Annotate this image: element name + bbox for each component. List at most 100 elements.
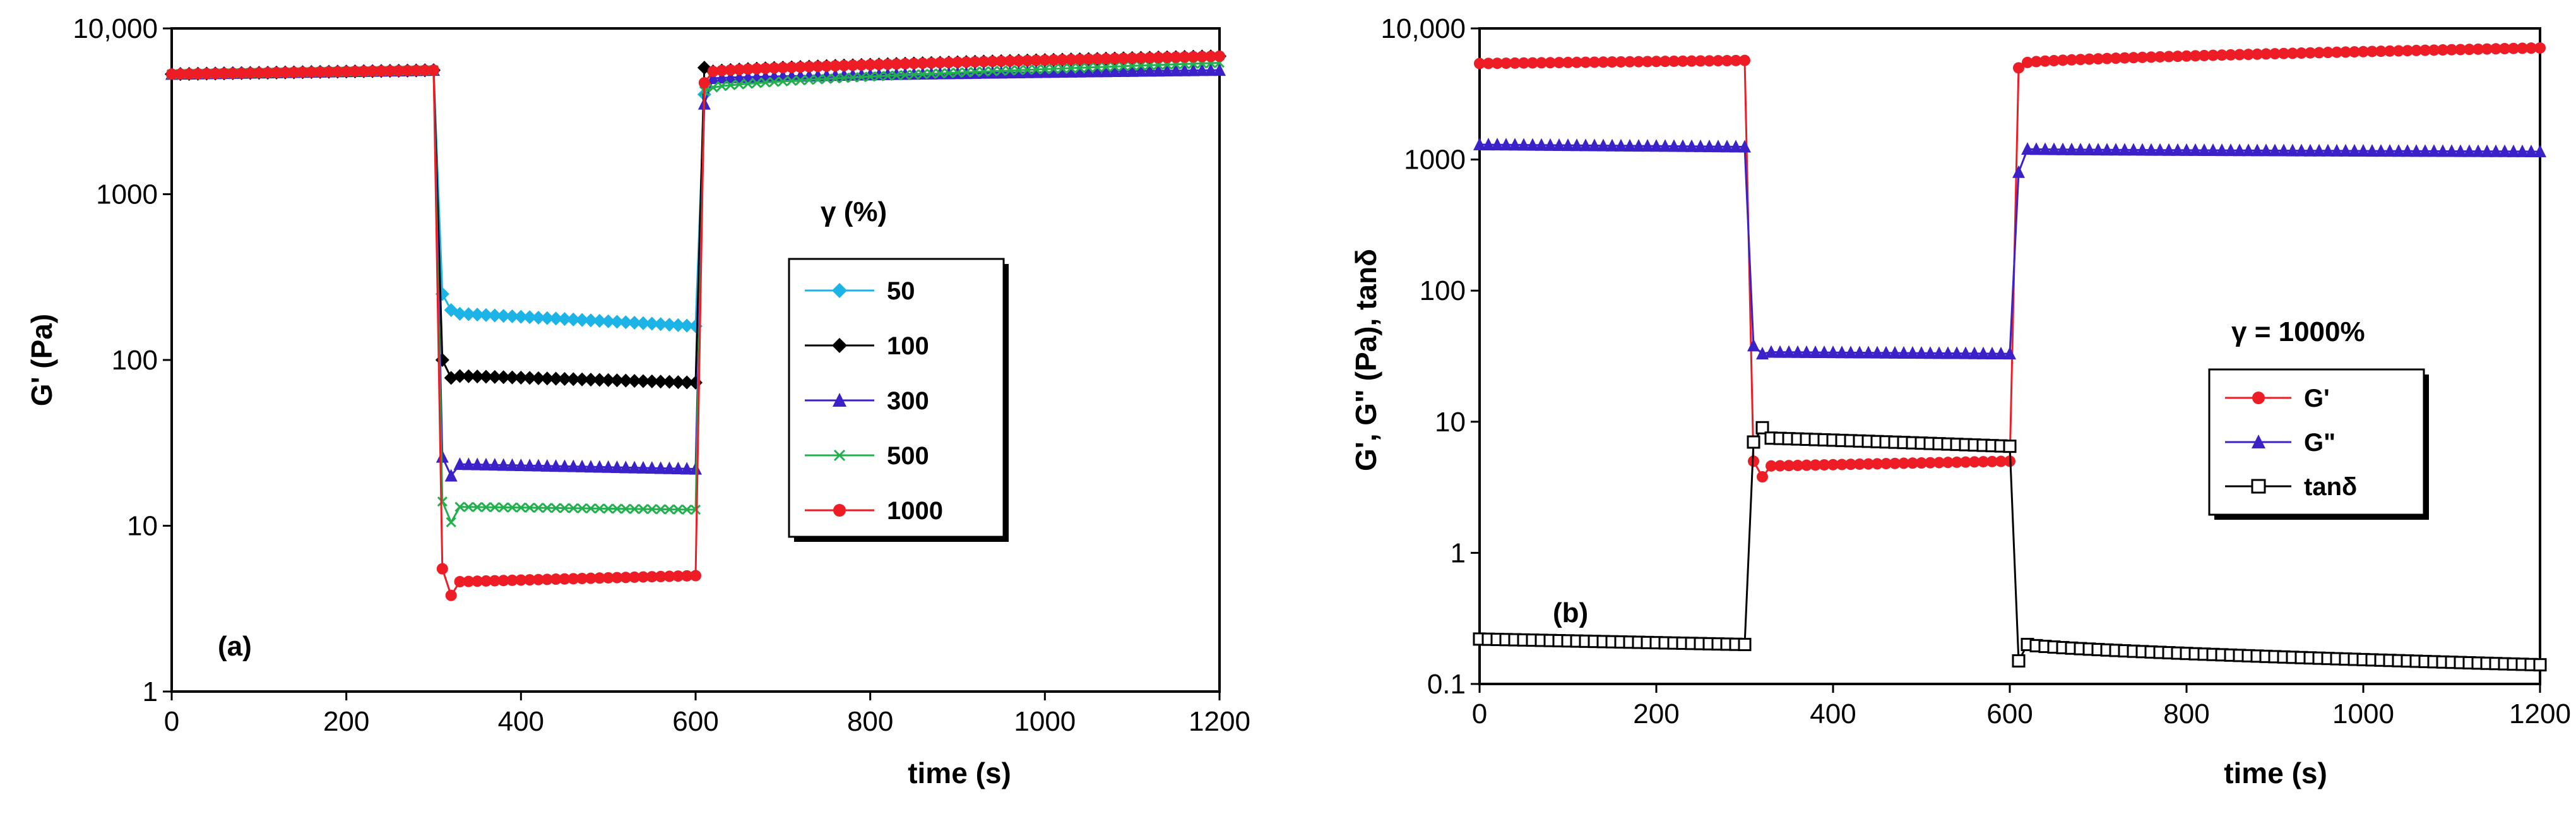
series-line-a-100 [171, 55, 1220, 384]
data-point-a-1000 [489, 575, 501, 587]
data-point-b-1 [2463, 144, 2476, 157]
data-point-a-500 [1065, 63, 1076, 73]
y-axis-label-b: G', G" (Pa), tanδ [1350, 249, 1382, 471]
data-point-a-500 [673, 504, 684, 515]
data-point-b-1 [2224, 143, 2237, 157]
data-point-a-1000 [253, 67, 265, 79]
data-point-b-0 [1571, 56, 1582, 68]
data-point-b-0 [2199, 49, 2210, 61]
data-point-a-500 [1101, 61, 1112, 72]
data-point-a-500 [978, 66, 989, 77]
data-point-b-0 [1562, 56, 1574, 68]
data-point-b-0 [1801, 459, 1812, 471]
data-point-b-1 [1915, 346, 1928, 359]
series-group-b [1473, 42, 2547, 672]
data-point-a-1000 [166, 68, 177, 80]
data-point-b-1 [1544, 138, 1557, 151]
data-point-a-1000 [847, 59, 858, 71]
data-point-a-500 [821, 73, 832, 84]
data-point-a-500 [533, 503, 544, 513]
data-point-a-50 [584, 313, 598, 328]
data-point-b-1 [1694, 139, 1707, 152]
data-point-a-500 [603, 503, 614, 514]
data-point-a-300 [619, 460, 632, 474]
legend-label-b-1: G" [2304, 429, 2336, 457]
data-point-a-300 [890, 67, 903, 80]
x-tick-label-a: 800 [847, 706, 893, 737]
data-point-b-2 [2003, 440, 2017, 453]
data-point-b-0 [2366, 45, 2378, 57]
data-point-a-500 [865, 71, 875, 82]
data-point-a-300 [480, 457, 492, 470]
data-point-b-1 [1765, 345, 1778, 358]
data-point-b-1 [1783, 345, 1795, 358]
data-point-b-1 [2481, 144, 2493, 157]
data-point-a-300 [593, 460, 606, 473]
data-point-a-50 [610, 315, 624, 329]
data-point-a-1000 [524, 574, 536, 586]
data-point-b-1 [1570, 138, 1583, 152]
data-point-a-100 [557, 371, 572, 386]
data-point-a-300 [610, 460, 624, 474]
data-point-a-500 [795, 75, 806, 86]
data-point-a-1000 [445, 589, 457, 601]
data-point-a-500 [542, 503, 552, 513]
data-point-b-0 [2084, 53, 2095, 65]
data-point-a-500 [830, 73, 841, 84]
data-point-b-0 [2260, 48, 2272, 60]
data-point-a-300 [471, 457, 484, 470]
data-point-b-1 [2048, 142, 2060, 155]
data-point-a-1000 [288, 66, 300, 78]
y-tick-label-b: 1000 [1404, 145, 1466, 176]
data-point-a-1000 [297, 66, 309, 78]
x-tick-label-b: 1000 [2332, 698, 2394, 729]
data-point-a-1000 [803, 61, 815, 73]
data-point-b-0 [1686, 55, 1697, 67]
data-point-b-1 [1853, 345, 1866, 359]
data-point-a-500 [682, 504, 692, 515]
data-point-a-1000 [1021, 54, 1033, 66]
data-point-b-0 [2464, 44, 2475, 56]
x-tick-label-a: 600 [672, 706, 718, 737]
data-point-b-0 [1598, 56, 1609, 68]
data-point-b-0 [2490, 43, 2502, 55]
data-point-b-1 [2410, 144, 2423, 157]
data-point-a-50 [575, 313, 590, 327]
data-point-a-50 [601, 314, 615, 328]
data-point-a-300 [1204, 63, 1218, 76]
data-point-a-1000 [1214, 50, 1225, 62]
y-tick-label-a: 10 [127, 511, 158, 542]
data-point-b-1 [1995, 347, 2007, 360]
data-point-a-50 [566, 312, 581, 327]
data-point-a-300 [881, 67, 894, 80]
data-point-a-1000 [279, 66, 291, 78]
data-point-b-0 [2154, 51, 2166, 63]
data-point-a-300 [1125, 64, 1139, 77]
data-point-a-300 [1056, 65, 1069, 78]
data-point-a-500 [646, 504, 657, 515]
data-point-b-1 [1668, 139, 1680, 152]
data-point-a-1000 [323, 66, 335, 78]
data-point-b-1 [2163, 143, 2175, 156]
data-point-a-500 [498, 502, 509, 513]
data-point-a-500 [585, 503, 597, 514]
data-point-b-0 [2499, 43, 2510, 55]
data-point-a-300 [706, 71, 720, 85]
data-point-a-1000 [1153, 52, 1165, 64]
data-point-a-500 [970, 66, 980, 78]
data-point-b-1 [1650, 139, 1663, 152]
data-point-a-1000 [515, 574, 527, 586]
data-point-a-500 [1004, 65, 1016, 76]
data-point-b-1 [2516, 144, 2529, 157]
data-point-b-0 [2048, 55, 2060, 67]
data-point-a-300 [444, 469, 458, 482]
data-point-a-500 [874, 71, 884, 81]
data-point-b-1 [1871, 345, 1884, 359]
data-point-a-1000 [1074, 53, 1086, 65]
data-point-a-500 [463, 501, 474, 512]
data-point-a-1000 [620, 572, 632, 584]
data-point-b-0 [2419, 44, 2431, 56]
axes-b: 0 200 400 600 800 1000 1200 0.1 1 10 100 1000 10,000 [1380, 13, 2571, 729]
data-point-a-1000 [227, 67, 239, 79]
